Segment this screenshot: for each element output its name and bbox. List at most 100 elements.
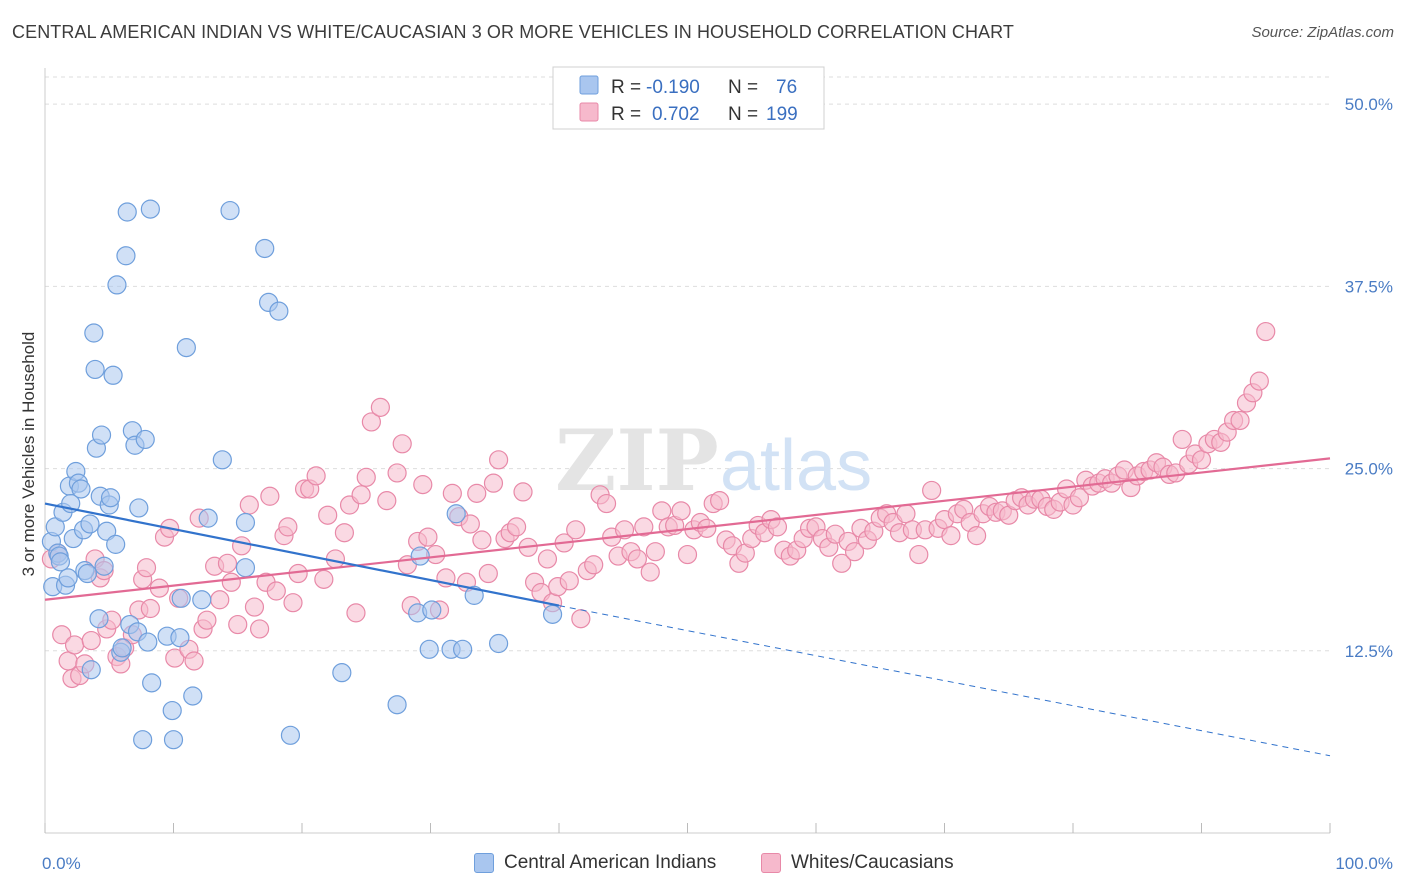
whites-caucasians-point [418,527,438,547]
whites-caucasians-point [640,562,660,582]
whites-caucasians-point [361,412,381,432]
whites-caucasians-point [334,523,355,543]
whites-caucasians-point [260,486,280,506]
central-american-indians-point [80,514,100,534]
central-american-indians-point [97,521,117,541]
whites-caucasians-point [140,598,160,619]
whites-caucasians-point [478,563,498,584]
whites-caucasians-point [165,648,185,668]
whites-caucasians-point [584,555,604,575]
whites-caucasians-point [81,630,101,651]
whites-caucasians-point [232,536,252,556]
whites-caucasians-point [387,463,407,483]
y-tick-label: 37.5% [1345,277,1393,296]
central-american-indians-point [85,359,105,380]
central-american-indians-point [198,508,218,528]
legend-pink-n-label: N = [728,104,758,125]
whites-caucasians-point [627,549,647,569]
central-american-indians-point [94,556,114,576]
legend-pink-swatch [579,102,599,122]
whites-caucasians-point [306,466,326,486]
whites-caucasians-point [710,491,730,511]
legend-blue-n-value: 76 [776,77,797,98]
central-american-indians-point [220,200,240,221]
legend-swatch-pink [761,853,781,873]
legend-label-whites-caucasians: Whites/Caucasians [791,852,954,873]
whites-caucasians-point [266,581,286,601]
whites-caucasians-point [634,517,654,537]
central-american-indians-point [332,663,352,683]
central-american-indians-point [50,552,71,572]
central-american-indians-points [41,199,563,750]
whites-caucasians-point [922,480,942,501]
central-american-indians-point [112,638,132,658]
whites-caucasians-point [832,553,852,573]
central-american-indians-point [162,700,182,721]
source-credit: Source: ZipAtlas.com [1251,24,1394,41]
x-tick-labels: 0.0% 100.0% [42,854,1393,873]
central-american-indians-point [280,725,301,745]
whites-caucasians-point [1249,371,1269,391]
whites-caucasians-point [278,517,298,537]
central-american-indians-point [387,695,407,715]
central-american-indians-point [71,479,91,499]
whites-caucasians-point [1256,321,1276,342]
central-american-indians-point [89,609,109,629]
legend-pink-n-value: 199 [766,104,798,125]
whites-caucasians-point [460,514,480,534]
whites-caucasians-point [217,553,238,573]
legend-blue-swatch [579,75,599,95]
central-american-indians-point [163,730,184,750]
central-american-indians-point [133,730,153,750]
whites-caucasians-point [1069,488,1090,508]
watermark: ZIP atlas [555,411,872,510]
whites-caucasians-point [351,485,371,505]
central-american-indians-point [129,498,149,518]
central-american-indians-point [212,450,232,470]
whites-caucasians-point [645,542,665,562]
central-american-indians-trend-extension [558,605,1331,757]
whites-caucasians-point [221,572,241,592]
central-american-indians-point [464,585,484,605]
whites-caucasians-point [614,520,635,540]
whites-caucasians-point [467,483,487,503]
central-american-indians-point [235,512,256,533]
legend-blue-r-value: -0.190 [646,77,700,98]
central-american-indians-point [542,604,563,624]
whites-caucasians-point [314,569,334,589]
series-legend: Central American Indians Whites/Caucasia… [0,850,1406,880]
central-american-indians-point [103,365,123,385]
legend-blue-n-label: N = [728,77,758,98]
whites-caucasians-trend-line [44,457,1331,601]
central-american-indians-trend-line [44,502,560,607]
legend-pink-r-label: R = [611,104,641,125]
legend-blue-r-label: R = [611,77,641,98]
central-american-indians-point [135,429,155,450]
whites-caucasians-point [941,526,961,546]
legend-pink-r-value: 0.702 [652,104,700,125]
central-american-indians-point [183,686,203,706]
central-american-indians-point [77,563,98,584]
whites-caucasians-point [442,483,462,503]
watermark-atlas: atlas [720,426,872,506]
y-tick-label: 50.0% [1345,95,1393,114]
central-american-indians-point [142,673,162,693]
central-american-indians-point [91,425,112,445]
whites-caucasians-point [1230,410,1250,431]
whites-caucasians-point [844,542,865,562]
whites-caucasians-point [58,651,78,671]
whites-caucasians-point [896,504,916,524]
whites-caucasians-point [559,571,579,591]
whites-caucasians-point [184,651,204,671]
central-american-indians-point [81,660,101,680]
whites-caucasians-point [472,530,492,550]
whites-caucasians-point [967,526,987,546]
y-tick-label: 25.0% [1345,460,1393,479]
whites-caucasians-point [392,434,412,454]
whites-caucasians-point [244,597,265,617]
watermark-zip: ZIP [555,411,719,510]
y-tick-labels: 12.5% 25.0% 37.5% 50.0% [1345,95,1393,661]
legend-item-whites-caucasians: Whites/Caucasians [761,852,954,874]
whites-caucasians-point [249,619,270,639]
